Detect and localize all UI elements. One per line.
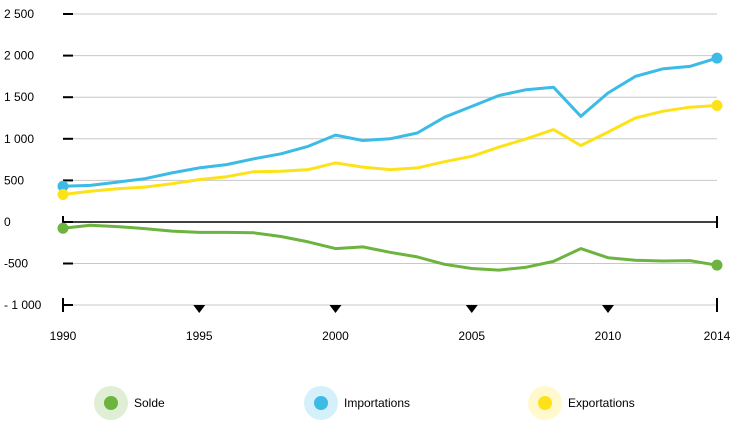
x-tick-label: 2010 [595,329,622,343]
y-tick-label: 1 000 [4,132,34,146]
series-line-importations [61,56,719,188]
x-tick-marker [465,305,478,313]
legend-marker-solde [104,396,118,410]
chart-legend: Solde Importations Exportations [94,386,635,420]
chart-grid [63,13,717,306]
x-tick-label: 1990 [50,329,77,343]
series-endpoint-exportations [711,100,723,112]
x-tick-label: 2014 [704,329,731,343]
y-tick-label: 500 [4,173,24,187]
x-axis-ticks: 1990 1995 2000 2005 2010 2014 [50,216,731,343]
x-tick-marker [329,305,342,313]
series-endpoint-exportations [57,189,69,201]
series-endpoint-importations [711,52,723,64]
y-tick-label: 2 500 [4,7,34,21]
y-tick-label: 2 000 [4,49,34,63]
legend-marker-exportations [538,396,552,410]
series-line-solde [61,223,719,272]
chart-series [57,52,723,272]
x-tick-label: 2000 [322,329,349,343]
series-endpoint-solde [57,222,69,234]
series-line-exportations [61,104,719,196]
series-endpoint-importations [57,180,69,192]
y-tick-label: - 1 000 [4,298,42,312]
y-tick-label: 1 500 [4,90,34,104]
x-tick-marker [602,305,614,313]
legend-label-importations: Importations [344,396,410,410]
x-tick-label: 2005 [458,329,485,343]
y-tick-label: -500 [4,257,28,271]
y-tick-label: 0 [4,215,11,229]
series-endpoint-solde [711,259,723,271]
y-axis-ticks: 2 500 2 000 1 500 1 000 500 0 -500 - 1 000 [4,7,73,312]
legend-label-solde: Solde [134,396,165,410]
legend-marker-importations [314,396,328,410]
x-tick-label: 1995 [186,329,213,343]
legend-label-exportations: Exportations [568,396,635,410]
x-tick-marker [193,305,206,313]
